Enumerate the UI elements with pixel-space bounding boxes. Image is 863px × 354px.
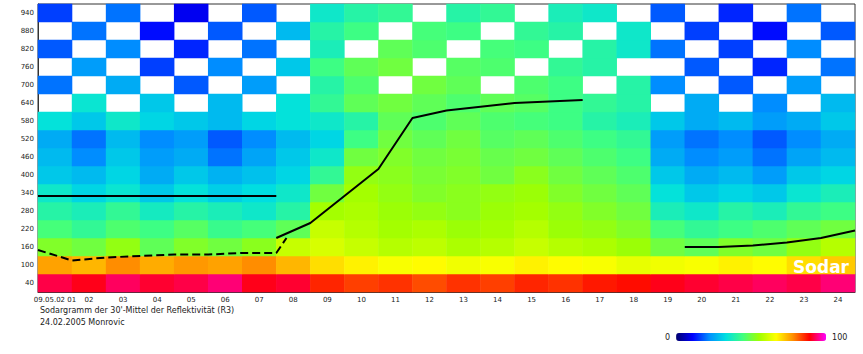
svg-text:0: 0 — [665, 333, 670, 342]
svg-text:640: 640 — [21, 99, 34, 107]
svg-text:10: 10 — [357, 296, 366, 304]
svg-text:07: 07 — [255, 296, 264, 304]
svg-text:05: 05 — [187, 296, 196, 304]
svg-text:21: 21 — [731, 296, 740, 304]
svg-text:280: 280 — [21, 207, 34, 215]
svg-text:02: 02 — [85, 296, 94, 304]
svg-text:160: 160 — [21, 243, 34, 251]
svg-text:400: 400 — [21, 171, 34, 179]
svg-text:15: 15 — [527, 296, 536, 304]
svg-text:16: 16 — [561, 296, 570, 304]
svg-text:340: 340 — [21, 189, 34, 197]
svg-text:Sodar: Sodar — [793, 257, 850, 277]
svg-text:19: 19 — [663, 296, 672, 304]
svg-text:220: 220 — [21, 225, 34, 233]
svg-text:100: 100 — [21, 261, 34, 269]
svg-text:24: 24 — [834, 296, 843, 304]
svg-text:18: 18 — [629, 296, 638, 304]
svg-text:03: 03 — [119, 296, 128, 304]
svg-text:760: 760 — [21, 63, 34, 71]
svg-text:06: 06 — [221, 296, 230, 304]
svg-text:14: 14 — [493, 296, 502, 304]
svg-text:940: 940 — [21, 9, 34, 17]
svg-text:700: 700 — [21, 81, 34, 89]
svg-text:23: 23 — [799, 296, 808, 304]
svg-text:17: 17 — [595, 296, 604, 304]
svg-text:12: 12 — [425, 296, 434, 304]
svg-text:40: 40 — [25, 279, 34, 287]
svg-text:580: 580 — [21, 117, 34, 125]
svg-text:09: 09 — [323, 296, 332, 304]
svg-text:04: 04 — [153, 296, 162, 304]
svg-text:820: 820 — [21, 45, 34, 53]
svg-text:Sodargramm der 30'-Mittel der: Sodargramm der 30'-Mittel der Reflektivi… — [40, 306, 234, 315]
svg-text:20: 20 — [697, 296, 706, 304]
svg-text:08: 08 — [289, 296, 298, 304]
svg-text:13: 13 — [459, 296, 468, 304]
svg-text:22: 22 — [765, 296, 774, 304]
svg-text:880: 880 — [21, 27, 34, 35]
svg-text:520: 520 — [21, 135, 34, 143]
svg-text:24.02.2005 Monrovic: 24.02.2005 Monrovic — [40, 318, 125, 327]
svg-text:100: 100 — [832, 333, 847, 342]
svg-text:460: 460 — [21, 153, 34, 161]
svg-text:11: 11 — [391, 296, 400, 304]
svg-text:09.05.02 01: 09.05.02 01 — [34, 296, 76, 304]
